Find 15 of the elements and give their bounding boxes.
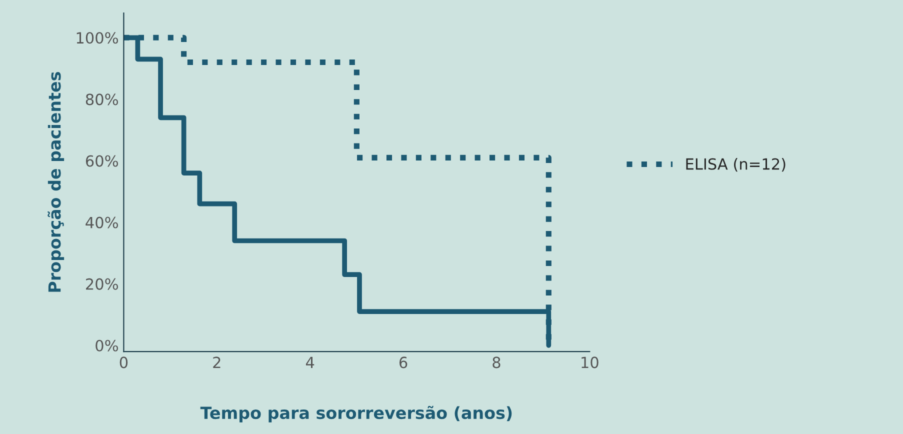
x-tick-label: 0 (120, 356, 128, 368)
x-axis-title: Tempo para sororreversão (anos) (200, 406, 512, 422)
y-tick-label: 80% (86, 94, 118, 106)
legend-label: ELISA (n=12) (686, 158, 786, 172)
x-tick-label: 6 (399, 356, 408, 368)
y-tick-label: 100% (76, 32, 118, 44)
y-tick-label: 20% (86, 278, 118, 290)
y-tick-label: 40% (86, 216, 118, 228)
x-tick-label: 4 (306, 356, 314, 368)
y-tick-label: 0% (96, 340, 118, 352)
y-axis-title: Proporção de pacientes (48, 72, 64, 292)
x-tick-label: 8 (492, 356, 500, 368)
x-tick-label: 2 (213, 356, 220, 368)
y-tick-label: 60% (86, 155, 118, 167)
x-tick-label: 10 (582, 356, 598, 368)
